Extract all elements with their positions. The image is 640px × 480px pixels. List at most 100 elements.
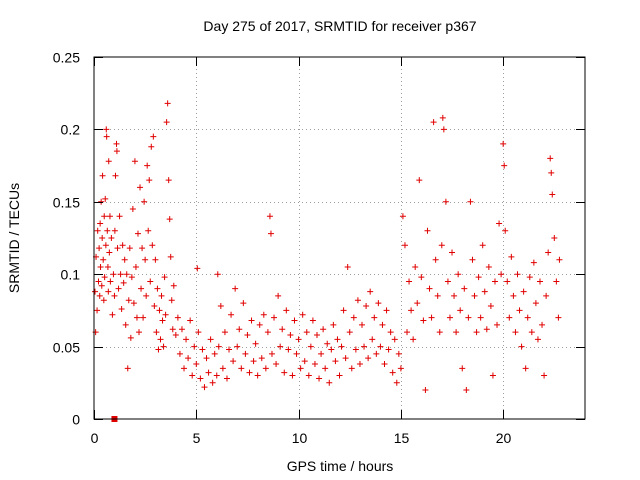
data-point	[147, 278, 154, 285]
data-point	[416, 177, 423, 184]
data-point	[99, 172, 106, 179]
data-point	[106, 213, 113, 220]
data-point	[150, 133, 157, 140]
data-point	[548, 169, 555, 176]
data-point	[367, 288, 374, 295]
data-point	[496, 220, 503, 227]
data-point	[103, 133, 110, 140]
data-point	[244, 332, 251, 339]
data-point	[191, 343, 198, 350]
data-point	[369, 336, 376, 343]
data-point	[201, 384, 208, 391]
x-tick-label: 20	[496, 430, 512, 446]
data-point	[530, 259, 537, 266]
data-point	[279, 326, 286, 333]
data-point	[126, 245, 133, 252]
data-point	[556, 256, 563, 263]
data-point	[176, 350, 183, 357]
data-point	[457, 307, 464, 314]
data-point	[260, 311, 267, 318]
data-point	[273, 360, 280, 367]
data-point	[215, 343, 222, 350]
data-point	[301, 358, 308, 365]
data-point	[114, 245, 121, 252]
plot-frame	[93, 56, 586, 420]
data-point	[352, 346, 359, 353]
data-point	[236, 326, 243, 333]
data-point	[145, 227, 152, 234]
data-point	[207, 336, 214, 343]
data-point	[242, 350, 249, 357]
data-point	[463, 387, 470, 394]
data-point	[277, 343, 284, 350]
data-point	[307, 343, 314, 350]
data-point	[420, 317, 427, 324]
data-point	[359, 321, 366, 328]
data-point	[141, 198, 148, 205]
data-point	[508, 253, 515, 260]
data-point	[275, 292, 282, 299]
data-point	[248, 317, 255, 324]
data-point	[532, 300, 539, 307]
data-point	[303, 329, 310, 336]
data-point	[152, 256, 159, 263]
data-point	[205, 369, 212, 376]
data-point	[434, 292, 441, 299]
data-point	[154, 285, 161, 292]
data-point	[139, 245, 146, 252]
data-point	[346, 329, 353, 336]
data-point	[250, 358, 257, 365]
data-point	[131, 158, 138, 165]
axis-ticks	[94, 57, 585, 420]
data-point	[483, 326, 490, 333]
data-point	[115, 285, 122, 292]
data-point	[267, 230, 274, 237]
data-point	[194, 265, 201, 272]
data-point	[541, 372, 548, 379]
data-point	[169, 326, 176, 333]
data-point	[146, 177, 153, 184]
data-point	[142, 256, 149, 263]
data-point	[489, 372, 496, 379]
data-point	[213, 372, 220, 379]
data-point	[318, 350, 325, 357]
data-point	[129, 206, 136, 213]
data-point	[444, 278, 451, 285]
data-point	[211, 350, 218, 357]
data-point	[109, 311, 116, 318]
data-point	[285, 346, 292, 353]
data-point	[383, 307, 390, 314]
data-point	[197, 375, 204, 382]
data-point	[117, 271, 124, 278]
data-point	[494, 321, 501, 328]
data-point	[230, 358, 237, 365]
data-point	[111, 292, 118, 299]
data-point	[98, 198, 105, 205]
data-point	[328, 346, 335, 353]
data-point	[459, 365, 466, 372]
data-point	[344, 263, 351, 270]
data-point	[163, 119, 170, 126]
data-point	[134, 230, 141, 237]
data-point	[221, 329, 228, 336]
data-point	[547, 155, 554, 162]
data-point	[316, 375, 323, 382]
data-point	[510, 292, 517, 299]
data-point	[240, 300, 247, 307]
data-point	[156, 307, 163, 314]
data-point	[94, 307, 101, 314]
data-point	[102, 195, 109, 202]
x-tick-label: 5	[193, 430, 201, 446]
y-tick-label: 0.1	[61, 267, 81, 283]
data-point	[97, 263, 104, 270]
data-point	[209, 379, 216, 386]
data-point	[408, 307, 415, 314]
data-point	[228, 311, 235, 318]
data-point	[485, 263, 492, 270]
x-tick-label: 10	[292, 430, 308, 446]
data-point	[453, 329, 460, 336]
data-point	[258, 355, 265, 362]
data-point	[522, 365, 529, 372]
